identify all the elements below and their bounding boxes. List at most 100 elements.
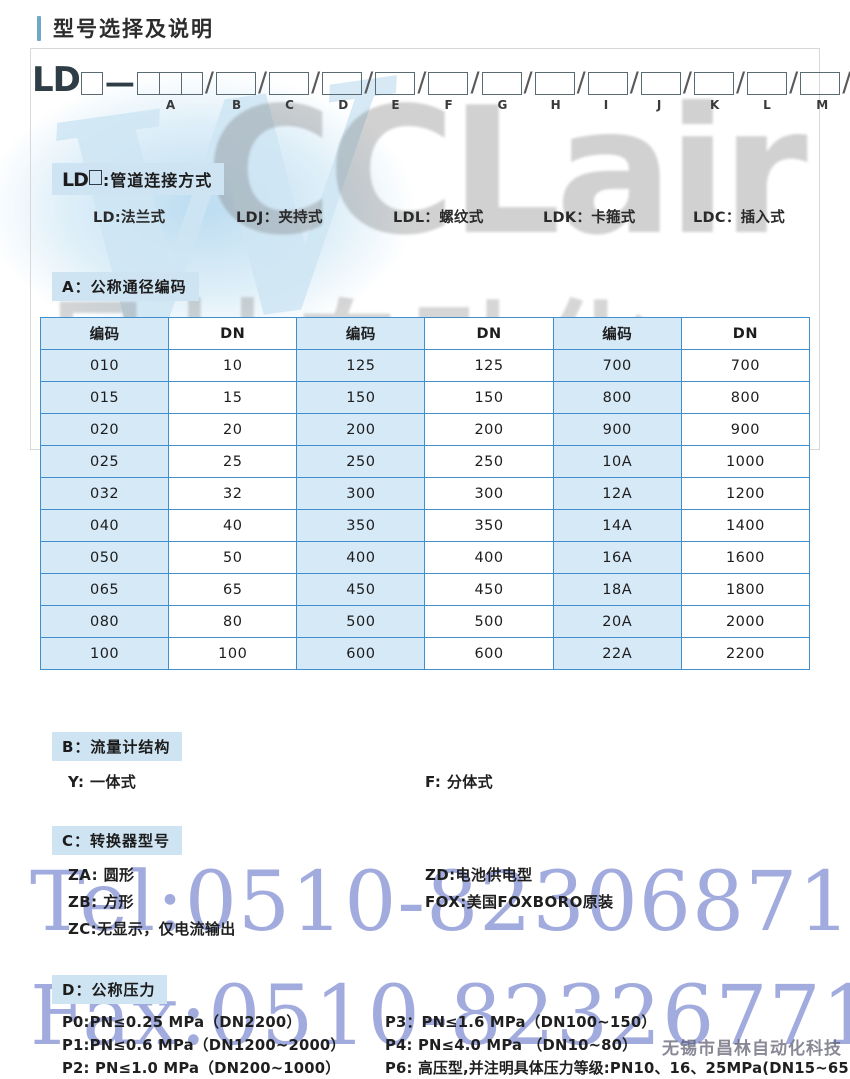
table-cell: 10A [552, 445, 682, 478]
model-code-slot-E[interactable] [375, 72, 416, 95]
table-row: 010 10 125 125 700 700 [39, 349, 811, 382]
table-cell: 400 [424, 541, 554, 574]
pipe-connection-option: LDC：插入式 [693, 210, 786, 226]
chip-converter-model: C：转换器型号 [52, 826, 183, 855]
option-converter-zc: ZC:无显示，仅电流输出 [68, 920, 236, 938]
table-cell: 400 [296, 541, 426, 574]
model-code-slot-H[interactable] [534, 72, 575, 95]
model-code-letter-K: K [709, 98, 721, 112]
model-code-slot-C[interactable] [269, 72, 310, 95]
table-row: 100 100 600 600 22A 2200 [39, 637, 811, 670]
table-cell: 500 [424, 605, 554, 638]
table-cell: 1400 [680, 509, 811, 542]
table-cell: 700 [680, 349, 811, 382]
title-accent-bar [37, 15, 41, 41]
table-cell: 50 [168, 541, 298, 574]
option-pressure-p2: P2: PN≤1.0 MPa（DN200~1000） [62, 1060, 341, 1077]
table-row: 032 32 300 300 12A 1200 [39, 477, 811, 510]
model-code-letter-E: E [391, 98, 401, 112]
model-code-separator: / [364, 67, 374, 98]
model-code-slot-I[interactable] [587, 72, 628, 95]
table-cell: 600 [424, 637, 554, 670]
option-converter-zb: ZB: 方形 [68, 893, 134, 911]
model-code-slot-M[interactable] [800, 72, 841, 95]
table-cell: 1600 [680, 541, 811, 574]
table-cell: 125 [296, 349, 426, 382]
model-code-separator: / [523, 67, 533, 98]
table-cell: 700 [552, 349, 682, 382]
option-structure-f: F: 分体式 [425, 773, 494, 791]
model-code-separator: / [417, 67, 427, 98]
table-cell: 20A [552, 605, 682, 638]
option-converter-za: ZA: 圆形 [68, 866, 135, 884]
table-row: 065 65 450 450 18A 1800 [39, 573, 811, 606]
chip-pipe-box [88, 170, 102, 185]
table-header-cell: 编码 [296, 317, 426, 350]
model-code-letter-M: M [816, 98, 830, 112]
model-code-slot-G[interactable] [481, 72, 522, 95]
table-row: 040 40 350 350 14A 1400 [39, 509, 811, 542]
model-code-slot-A[interactable] [136, 72, 203, 95]
table-header-cell: DN [680, 317, 811, 350]
table-cell: 080 [39, 605, 170, 638]
table-cell: 900 [552, 413, 682, 446]
model-code-slot-J[interactable] [640, 72, 681, 95]
table-row: 050 50 400 400 16A 1600 [39, 541, 811, 574]
model-code-separator: / [576, 67, 586, 98]
table-cell: 800 [552, 381, 682, 414]
table-cell: 250 [424, 445, 554, 478]
table-cell: 020 [39, 413, 170, 446]
table-cell: 100 [39, 637, 170, 670]
model-code-slot-B[interactable] [216, 72, 256, 95]
model-code-separator: / [470, 67, 480, 98]
table-cell: 14A [552, 509, 682, 542]
model-code-slot-K[interactable] [693, 72, 734, 95]
table-header-cell: DN [168, 317, 298, 350]
table-cell: 22A [552, 637, 682, 670]
option-pressure-p0: P0:PN≤0.25 MPa（DN2200） [62, 1014, 302, 1031]
table-cell: 900 [680, 413, 811, 446]
model-code-dash: — [104, 66, 135, 101]
table-cell: 200 [424, 413, 554, 446]
model-code-slot-conn[interactable] [80, 72, 103, 95]
table-cell: 2000 [680, 605, 811, 638]
model-code-slot-F[interactable] [428, 72, 469, 95]
chip-nominal-diameter: A：公称通径编码 [52, 272, 199, 301]
table-cell: 1000 [680, 445, 811, 478]
model-code-slot-D[interactable] [322, 72, 363, 95]
table-cell: 600 [296, 637, 426, 670]
pipe-connection-option: LD:法兰式 [93, 210, 166, 226]
model-code-letter-D: D [338, 98, 350, 112]
table-cell: 10 [168, 349, 298, 382]
table-cell: 010 [39, 349, 170, 382]
table-row: 025 25 250 250 10A 1000 [39, 445, 811, 478]
table-cell: 125 [424, 349, 554, 382]
page-title-text: 型号选择及说明 [53, 17, 214, 41]
table-cell: 25 [168, 445, 298, 478]
table-cell: 65 [168, 573, 298, 606]
table-cell: 250 [296, 445, 426, 478]
model-code-row: LD — / / / / / / / / / / / / / [32, 63, 850, 101]
table-header-cell: 编码 [552, 317, 682, 350]
table-cell: 150 [424, 381, 554, 414]
model-code-letter-G: G [497, 98, 509, 112]
table-cell: 300 [424, 477, 554, 510]
model-code-separator: / [682, 67, 692, 98]
nominal-diameter-table: 编码 DN 编码 DN 编码 DN 010 10 125 125 700 700 015 15 150 150… [39, 317, 811, 670]
table-cell: 800 [680, 381, 811, 414]
table-cell: 032 [39, 477, 170, 510]
table-header-cell: 编码 [39, 317, 170, 350]
table-cell: 18A [552, 573, 682, 606]
option-converter-fox: FOX:美国FOXBORO原装 [425, 893, 614, 911]
option-pressure-p4: P4: PN≤4.0 MPa （DN10~80） [385, 1037, 638, 1054]
model-code-separator: / [311, 67, 321, 98]
pipe-connection-option: LDJ：夹持式 [236, 210, 323, 226]
model-code-letter-H: H [550, 98, 562, 112]
page-title: 型号选择及说明 [37, 13, 214, 43]
table-header-row: 编码 DN 编码 DN 编码 DN [39, 317, 811, 350]
table-cell: 150 [296, 381, 426, 414]
model-code-separator: / [842, 69, 850, 96]
table-cell: 80 [168, 605, 298, 638]
model-code-slot-L[interactable] [747, 72, 788, 95]
model-code-separator: / [789, 67, 799, 98]
